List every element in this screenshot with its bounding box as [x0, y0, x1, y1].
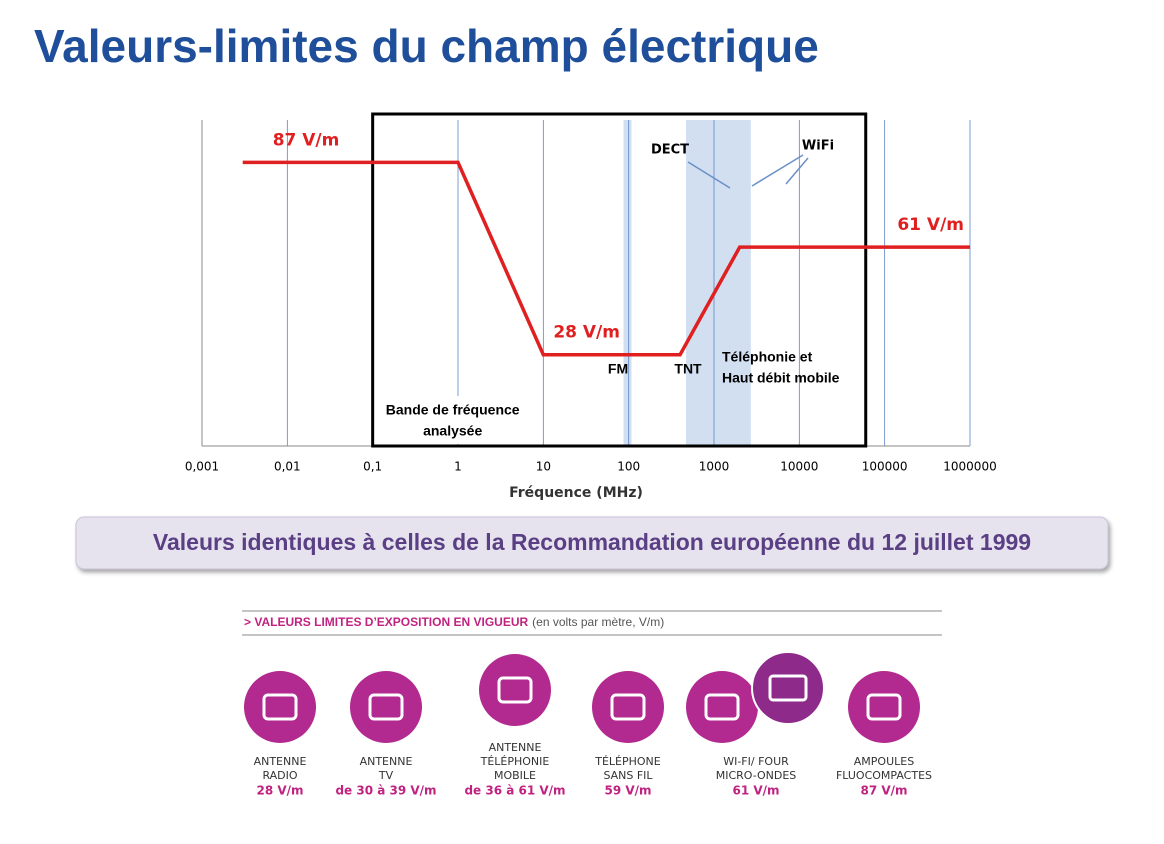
x-tick-label: 100000: [862, 460, 908, 474]
x-tick-label: 10000: [780, 460, 818, 474]
slide-title: Valeurs-limites du champ électrique: [34, 20, 819, 72]
item-icon-shape: [262, 693, 298, 721]
item-icon-shape: [866, 693, 902, 721]
x-tick-label: 0,1: [363, 460, 382, 474]
x-tick-label: 10: [536, 460, 551, 474]
analysis-label: analysée: [423, 423, 482, 439]
item-name: ANTENNE: [489, 741, 542, 754]
x-tick-label: 0,01: [274, 460, 301, 474]
item-icon-shape: [704, 693, 740, 721]
annotation: WiFi: [802, 139, 834, 154]
band-label: Haut débit mobile: [722, 370, 840, 386]
item-icon: [848, 671, 920, 743]
item-icon: [592, 671, 664, 743]
item-name: FLUOCOMPACTES: [836, 769, 932, 782]
item-icon-shape: [497, 676, 533, 704]
x-tick-label: 100: [617, 460, 640, 474]
legend-unit: (en volts par mètre, V/m): [532, 615, 664, 629]
banner-box: [75, 516, 1109, 570]
item-value: de 36 à 61 V/m: [464, 784, 565, 798]
limit-line: [242, 160, 970, 357]
annotation: DECT: [651, 143, 689, 158]
legend-header: > VALEURS LIMITES D’EXPOSITION EN VIGUEU…: [244, 615, 664, 629]
frequency-band: [623, 120, 632, 446]
band-label: Téléphonie et: [722, 349, 813, 365]
item-name: ANTENNE: [360, 755, 413, 768]
item-name: MICRO-ONDES: [716, 769, 797, 782]
item-icon: [751, 651, 825, 725]
item-value: 61 V/m: [732, 784, 779, 798]
item-name: SANS FIL: [603, 769, 653, 782]
band-label: TNT: [674, 361, 702, 377]
annotation-arrow: [687, 154, 809, 189]
x-axis-title: Fréquence (MHz): [509, 485, 643, 501]
item-name: WI-FI/ FOUR: [723, 755, 789, 768]
chart: 0,001 0,01 0,1 1 10 100 1000 10000 100000 1000000…: [185, 112, 997, 501]
item-name: MOBILE: [494, 769, 536, 782]
x-tick-label: 1: [454, 460, 462, 474]
value-label: 87 V/m: [273, 130, 340, 150]
frequency-band: [708, 120, 751, 446]
item-name: TÉLÉPHONIE: [480, 755, 550, 768]
analysis-box: [371, 112, 868, 448]
legend-title: > VALEURS LIMITES D’EXPOSITION EN VIGUEU…: [244, 615, 528, 629]
band-label: FM: [608, 361, 628, 377]
item-name: AMPOULES: [854, 755, 914, 768]
item-value: de 30 à 39 V/m: [335, 784, 436, 798]
x-tick-label: 1000000: [943, 460, 996, 474]
frequency-band: [686, 120, 709, 446]
item-icon-shape: [610, 693, 646, 721]
item-icon: [479, 654, 551, 726]
item-name: RADIO: [262, 769, 297, 782]
item-value: 59 V/m: [604, 784, 651, 798]
item-icon-shape: [768, 674, 808, 702]
item-icon-shape: [368, 693, 404, 721]
item-value: 28 V/m: [256, 784, 303, 798]
value-label: 61 V/m: [897, 215, 964, 235]
analysis-label: Bande de fréquence: [386, 402, 520, 418]
banner-text: Valeurs identiques à celles de la Recomm…: [153, 529, 1031, 555]
item-value: 87 V/m: [860, 784, 907, 798]
item-icon: [350, 671, 422, 743]
item-name: TV: [378, 769, 394, 782]
x-tick-label: 1000: [699, 460, 730, 474]
value-label: 28 V/m: [553, 323, 620, 343]
item-name: ANTENNE: [254, 755, 307, 768]
item-icon: [244, 671, 316, 743]
item-icon: [686, 671, 758, 743]
analysis-label-bg: [375, 396, 530, 444]
x-tick-label: 0,001: [185, 460, 219, 474]
item-name: TÉLÉPHONE: [594, 755, 661, 768]
